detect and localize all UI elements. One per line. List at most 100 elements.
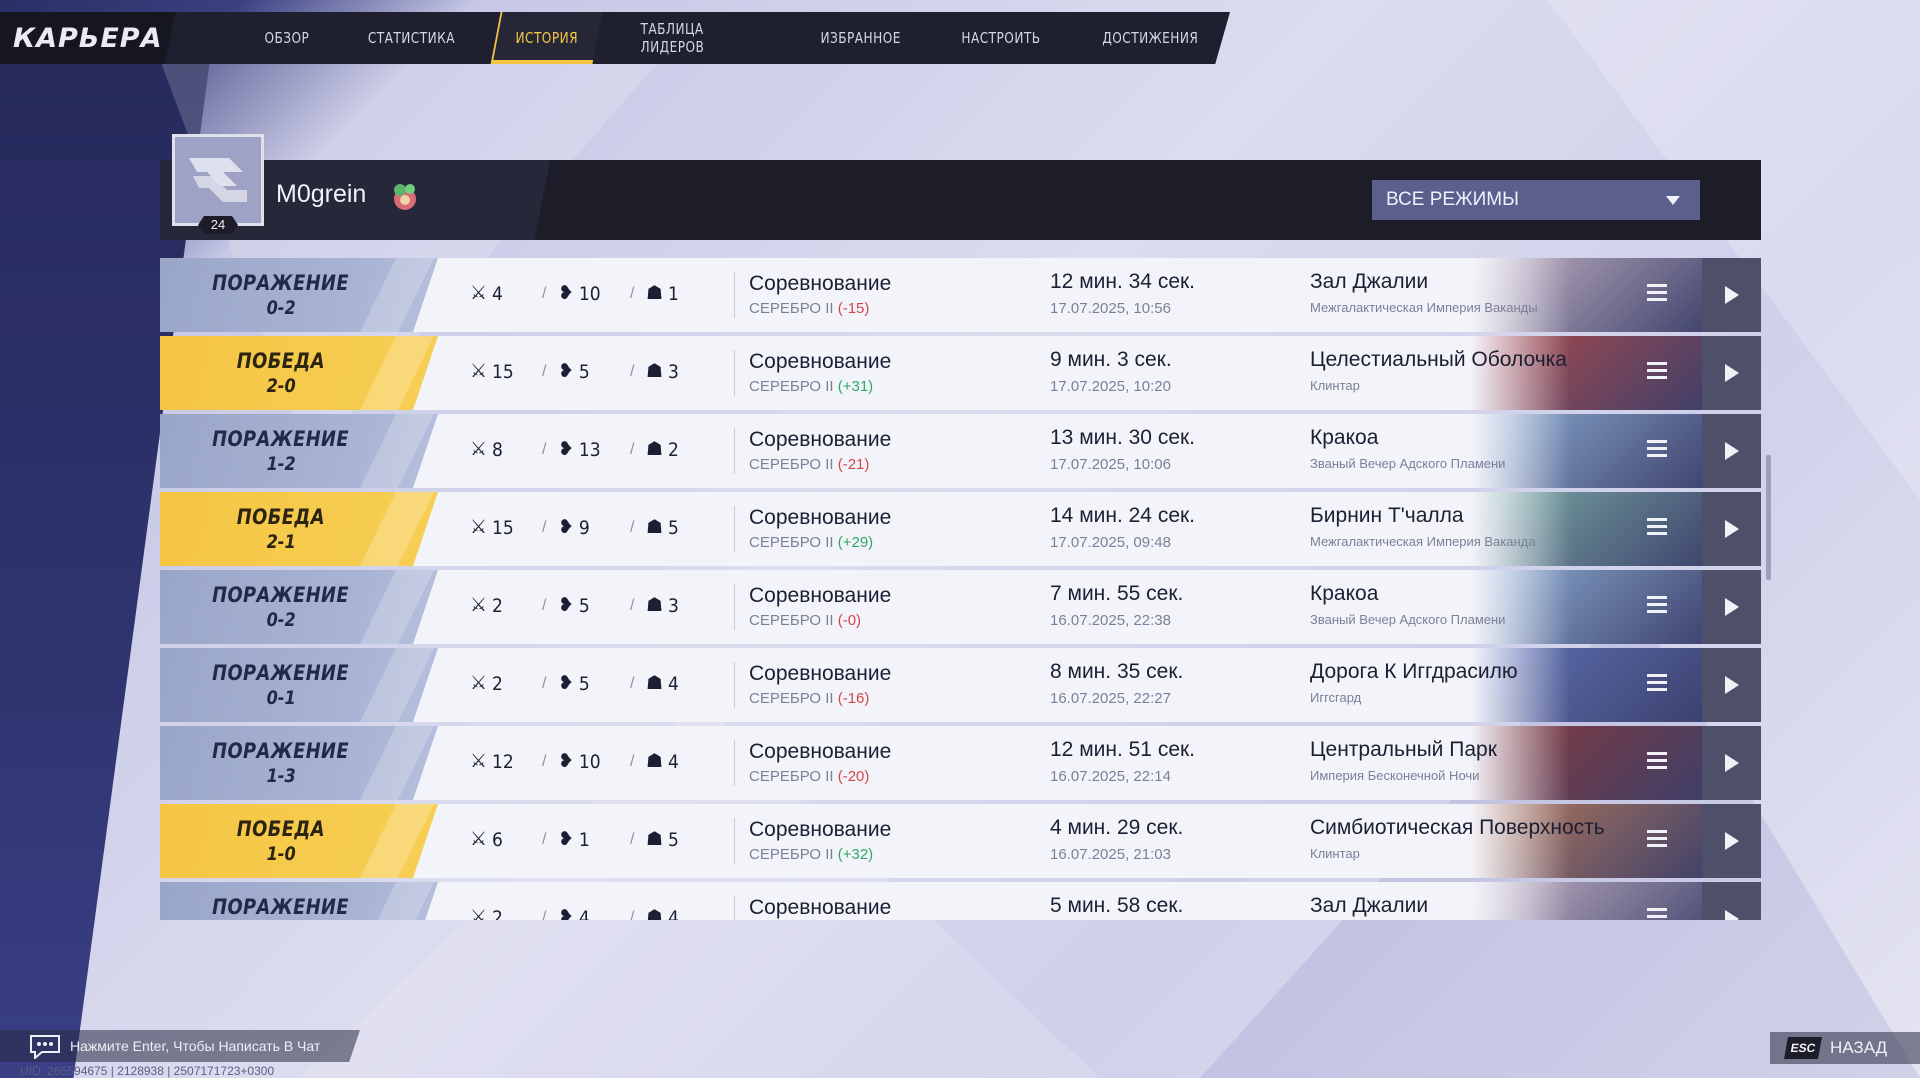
- match-details-menu-button[interactable]: [1642, 436, 1672, 466]
- match-row[interactable]: ПОРАЖЕНИЕ 1-2 ⚔ 8 / ❥ 13 / ☗ 2 Соревнование…: [160, 414, 1761, 488]
- rank-delta: (+32): [837, 846, 874, 863]
- kills-swords-icon: ⚔: [470, 673, 488, 694]
- match-details-menu-button[interactable]: [1642, 748, 1672, 778]
- assists-value: 4: [668, 672, 679, 695]
- tab-favorites[interactable]: ИЗБРАННОЕ: [820, 29, 902, 47]
- match-duration: 9 мин. 3 сек.: [1050, 348, 1172, 371]
- match-row[interactable]: ПОРАЖЕНИЕ 0-1 ⚔ 2 / ❥ 5 / ☗ 4 Соревнование …: [160, 648, 1761, 722]
- match-details-menu-button[interactable]: [1642, 592, 1672, 622]
- replay-play-button[interactable]: [1702, 258, 1761, 332]
- match-result-badge: ПОБЕДА 2-0: [160, 336, 438, 410]
- separator: /: [542, 440, 547, 458]
- tab-overview[interactable]: ОБЗОР: [264, 29, 309, 47]
- rank-name: СЕРЕБРО II: [749, 612, 834, 629]
- replay-play-button[interactable]: [1702, 414, 1761, 488]
- assists-helmet-icon: ☗: [646, 751, 664, 772]
- kda-stats: ⚔ 2 / ❥ 5 / ☗ 4: [470, 672, 718, 695]
- rank-delta: (-21): [837, 456, 870, 473]
- match-result: ПОБЕДА: [236, 817, 326, 841]
- replay-play-button[interactable]: [1702, 648, 1761, 722]
- separator: /: [542, 596, 547, 614]
- map-name: Дорога К Иггдрасилю: [1310, 660, 1518, 683]
- tab-customize[interactable]: НАСТРОИТЬ: [961, 29, 1041, 47]
- rank-name: СЕРЕБРО II: [749, 534, 834, 551]
- assists-helmet-icon: ☗: [646, 829, 664, 850]
- map-info: Кракоа Званый Вечер Адского Пламени: [1310, 426, 1505, 471]
- match-row[interactable]: ПОРАЖЕНИЕ 0-2 ⚔ 4 / ❥ 10 / ☗ 1 Соревнование…: [160, 258, 1761, 332]
- match-duration: 4 мин. 29 сек.: [1050, 816, 1184, 839]
- match-duration: 7 мин. 55 сек.: [1050, 582, 1184, 605]
- uid-text: UID: 265594675 | 2128938 | 2507171723+03…: [20, 1064, 275, 1078]
- match-duration: 8 мин. 35 сек.: [1050, 660, 1184, 683]
- player-level-badge: 24: [198, 216, 238, 234]
- match-date: 16.07.2025, 21:03: [1050, 846, 1171, 863]
- back-button[interactable]: ESC НАЗАД: [1770, 1032, 1920, 1064]
- match-details-menu-button[interactable]: [1642, 904, 1672, 920]
- match-result-badge: ПОБЕДА 2-1: [160, 492, 438, 566]
- match-duration: 14 мин. 24 сек.: [1050, 504, 1196, 527]
- mode-name: Соревнование: [749, 428, 892, 451]
- separator: /: [630, 284, 635, 302]
- tab-leaderboard[interactable]: ТАБЛИЦА ЛИДЕРОВ: [640, 20, 704, 56]
- replay-play-button[interactable]: [1702, 804, 1761, 878]
- kills-swords-icon: ⚔: [470, 829, 488, 850]
- deaths-value: 5: [578, 672, 590, 695]
- time-info: 8 мин. 35 сек. 16.07.2025, 22:27: [1050, 660, 1183, 707]
- map-thumbnail: [1470, 882, 1720, 920]
- match-row[interactable]: ПОБЕДА 2-1 ⚔ 15 / ❥ 9 / ☗ 5 Соревнование СЕ…: [160, 492, 1761, 566]
- assists-value: 5: [668, 828, 679, 851]
- chat-hint[interactable]: Нажмите Enter, Чтобы Написать В Чат: [0, 1030, 360, 1062]
- match-score: 2-1: [266, 531, 296, 553]
- match-result: ПОБЕДА: [236, 349, 326, 373]
- mode-filter-dropdown[interactable]: ВСЕ РЕЖИМЫ: [1372, 180, 1700, 220]
- map-thumbnail: [1470, 804, 1720, 878]
- assists-helmet-icon: ☗: [646, 439, 664, 460]
- replay-play-button[interactable]: [1702, 492, 1761, 566]
- match-date: 17.07.2025, 10:06: [1050, 456, 1171, 473]
- kills-value: 2: [492, 906, 503, 921]
- assists-helmet-icon: ☗: [646, 517, 664, 538]
- match-details-menu-button[interactable]: [1642, 670, 1672, 700]
- match-score: 1-0: [266, 843, 296, 865]
- match-details-menu-button[interactable]: [1642, 358, 1672, 388]
- match-row[interactable]: ПОРАЖЕНИЕ 0-2 ⚔ 2 / ❥ 5 / ☗ 3 Соревнование …: [160, 570, 1761, 644]
- replay-play-button[interactable]: [1702, 726, 1761, 800]
- top-nav: КАРЬЕРА ОБЗОР СТАТИСТИКА ИСТОРИЯ ТАБЛИЦА…: [0, 12, 1230, 64]
- match-duration: 12 мин. 34 сек.: [1050, 270, 1196, 293]
- tab-achievements[interactable]: ДОСТИЖЕНИЯ: [1102, 29, 1199, 47]
- avatar[interactable]: [172, 134, 264, 226]
- replay-play-button[interactable]: [1702, 336, 1761, 410]
- match-result: ПОРАЖЕНИЕ: [212, 583, 350, 607]
- tab-history[interactable]: ИСТОРИЯ: [492, 12, 601, 64]
- separator: /: [630, 440, 635, 458]
- match-row[interactable]: ПОРАЖЕНИЕ 1-3 ⚔ 12 / ❥ 10 / ☗ 4 Соревновани…: [160, 726, 1761, 800]
- map-region: Межгалактическая Империя Ваканды: [1310, 300, 1538, 315]
- mode-filter-value: ВСЕ РЕЖИМЫ: [1386, 189, 1519, 210]
- map-thumbnail: [1470, 570, 1720, 644]
- map-name: Целестиальный Оболочка: [1310, 348, 1567, 371]
- tab-statistics[interactable]: СТАТИСТИКА: [368, 29, 456, 47]
- rank-name: СЕРЕБРО II: [749, 378, 834, 395]
- rank-delta: (-16): [837, 690, 870, 707]
- mode-info: Соревнование СЕРЕБРО II (+32): [734, 818, 891, 864]
- kills-value: 12: [492, 750, 514, 773]
- chevron-down-icon: [1666, 196, 1680, 205]
- mode-info: Соревнование СЕРЕБРО II (-7): [734, 896, 891, 920]
- match-row[interactable]: ПОБЕДА 2-0 ⚔ 15 / ❥ 5 / ☗ 3 Соревнование СЕ…: [160, 336, 1761, 410]
- chat-bubble-icon: [30, 1035, 60, 1059]
- match-row[interactable]: ПОРАЖЕНИЕ 0-2 ⚔ 2 / ❥ 4 / ☗ 4 Соревнование …: [160, 882, 1761, 920]
- assists-helmet-icon: ☗: [646, 673, 664, 694]
- scrollbar[interactable]: [1766, 455, 1771, 580]
- match-details-menu-button[interactable]: [1642, 826, 1672, 856]
- mode-info: Соревнование СЕРЕБРО II (-15): [734, 272, 891, 318]
- assists-value: 4: [668, 750, 679, 773]
- match-row[interactable]: ПОБЕДА 1-0 ⚔ 6 / ❥ 1 / ☗ 5 Соревнование СЕР…: [160, 804, 1761, 878]
- match-details-menu-button[interactable]: [1642, 514, 1672, 544]
- replay-play-button[interactable]: [1702, 570, 1761, 644]
- match-history-list[interactable]: ПОРАЖЕНИЕ 0-2 ⚔ 4 / ❥ 10 / ☗ 1 Соревнование…: [160, 258, 1761, 920]
- map-info: Зал Джалии Межгалактическая Империя Вака…: [1310, 894, 1538, 920]
- map-thumbnail: [1470, 414, 1720, 488]
- deaths-value: 5: [578, 360, 590, 383]
- replay-play-button[interactable]: [1702, 882, 1761, 920]
- match-details-menu-button[interactable]: [1642, 280, 1672, 310]
